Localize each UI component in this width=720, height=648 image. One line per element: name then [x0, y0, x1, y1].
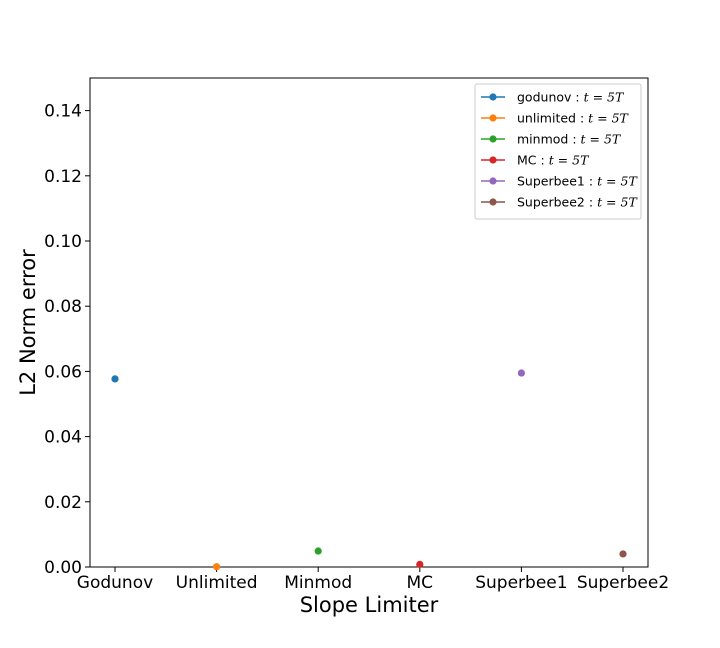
y-tick-label: 0.14 — [44, 102, 82, 122]
x-tick-label: MC — [407, 573, 434, 593]
legend-marker — [489, 177, 497, 185]
data-point-superbee2 — [619, 550, 627, 558]
y-axis-title: L2 Norm error — [16, 249, 40, 396]
y-tick-label: 0.12 — [44, 167, 82, 187]
legend-marker — [489, 135, 497, 143]
x-tick-label: Superbee2 — [577, 573, 669, 593]
data-point-minmod — [314, 547, 322, 555]
legend-label: Superbee2 : t = 5T — [517, 195, 638, 210]
data-points — [111, 369, 627, 571]
legend-label: godunov : t = 5T — [517, 90, 625, 105]
legend-frame — [474, 83, 642, 220]
x-tick-label: Godunov — [77, 573, 153, 593]
data-point-superbee1 — [517, 369, 526, 377]
legend-marker — [489, 156, 497, 164]
y-tick-label: 0.04 — [44, 428, 82, 448]
y-tick-label: 0.00 — [44, 558, 82, 578]
legend-label: Superbee1 : t = 5T — [517, 174, 638, 189]
data-point-godunov — [111, 375, 119, 383]
legend-label: minmod : t = 5T — [517, 132, 622, 147]
legend-marker — [489, 114, 497, 122]
x-tick-label: Minmod — [284, 573, 352, 593]
y-tick-label: 0.02 — [44, 493, 82, 513]
y-axis: 0.00 0.02 0.04 0.06 0.08 0.10 0.12 0.14 — [44, 102, 90, 578]
y-tick-label: 0.06 — [44, 362, 82, 382]
x-tick-label: Superbee1 — [475, 573, 567, 593]
legend-marker — [489, 93, 497, 101]
legend: godunov : t = 5T unlimited : t = 5T minmod… — [474, 83, 642, 220]
legend-label: MC : t = 5T — [517, 153, 590, 168]
data-point-unlimited — [213, 563, 221, 571]
legend-label: unlimited : t = 5T — [517, 111, 630, 126]
y-tick-label: 0.08 — [44, 297, 82, 317]
y-tick-label: 0.10 — [44, 232, 82, 252]
x-axis-title: Slope Limiter — [300, 593, 439, 617]
x-axis: Godunov Unlimited Minmod MC Superbee1 Superbe… — [77, 567, 669, 593]
data-point-mc — [416, 560, 424, 568]
legend-marker — [489, 198, 497, 206]
x-tick-label: Unlimited — [176, 573, 258, 593]
